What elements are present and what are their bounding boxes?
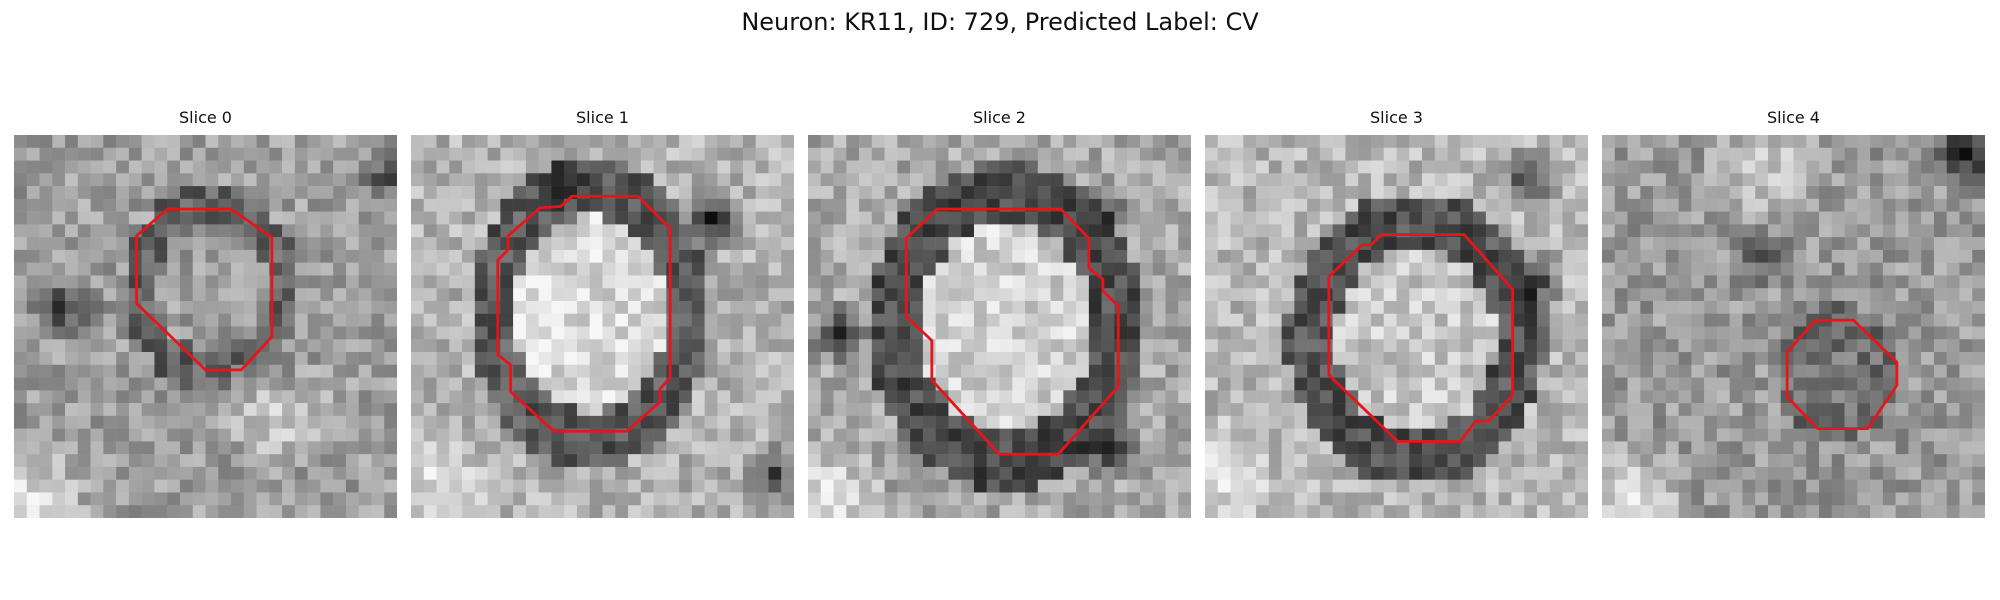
cell-contour-0 xyxy=(135,207,274,372)
microscopy-pixels xyxy=(1205,135,1588,518)
slice-image-4 xyxy=(1602,135,1985,518)
slice-title-4: Slice 4 xyxy=(1767,108,1820,127)
cell-contour-4 xyxy=(1785,318,1899,431)
slice-image-3 xyxy=(1205,135,1588,518)
slice-title-1: Slice 1 xyxy=(576,108,629,127)
slice-image-2 xyxy=(808,135,1191,518)
cell-contour-1 xyxy=(496,194,672,433)
slice-title-3: Slice 3 xyxy=(1370,108,1423,127)
microscopy-pixels xyxy=(808,135,1191,518)
cell-contour-3 xyxy=(1327,233,1515,443)
figure-title: Neuron: KR11, ID: 729, Predicted Label: … xyxy=(741,8,1259,36)
slice-title-2: Slice 2 xyxy=(973,108,1026,127)
microscopy-pixels xyxy=(411,135,794,518)
microscopy-pixels xyxy=(1602,135,1985,518)
slice-title-0: Slice 0 xyxy=(179,108,232,127)
slice-image-0 xyxy=(14,135,397,518)
slice-image-1 xyxy=(411,135,794,518)
microscopy-pixels xyxy=(14,135,397,518)
cell-contour-2 xyxy=(904,207,1120,456)
